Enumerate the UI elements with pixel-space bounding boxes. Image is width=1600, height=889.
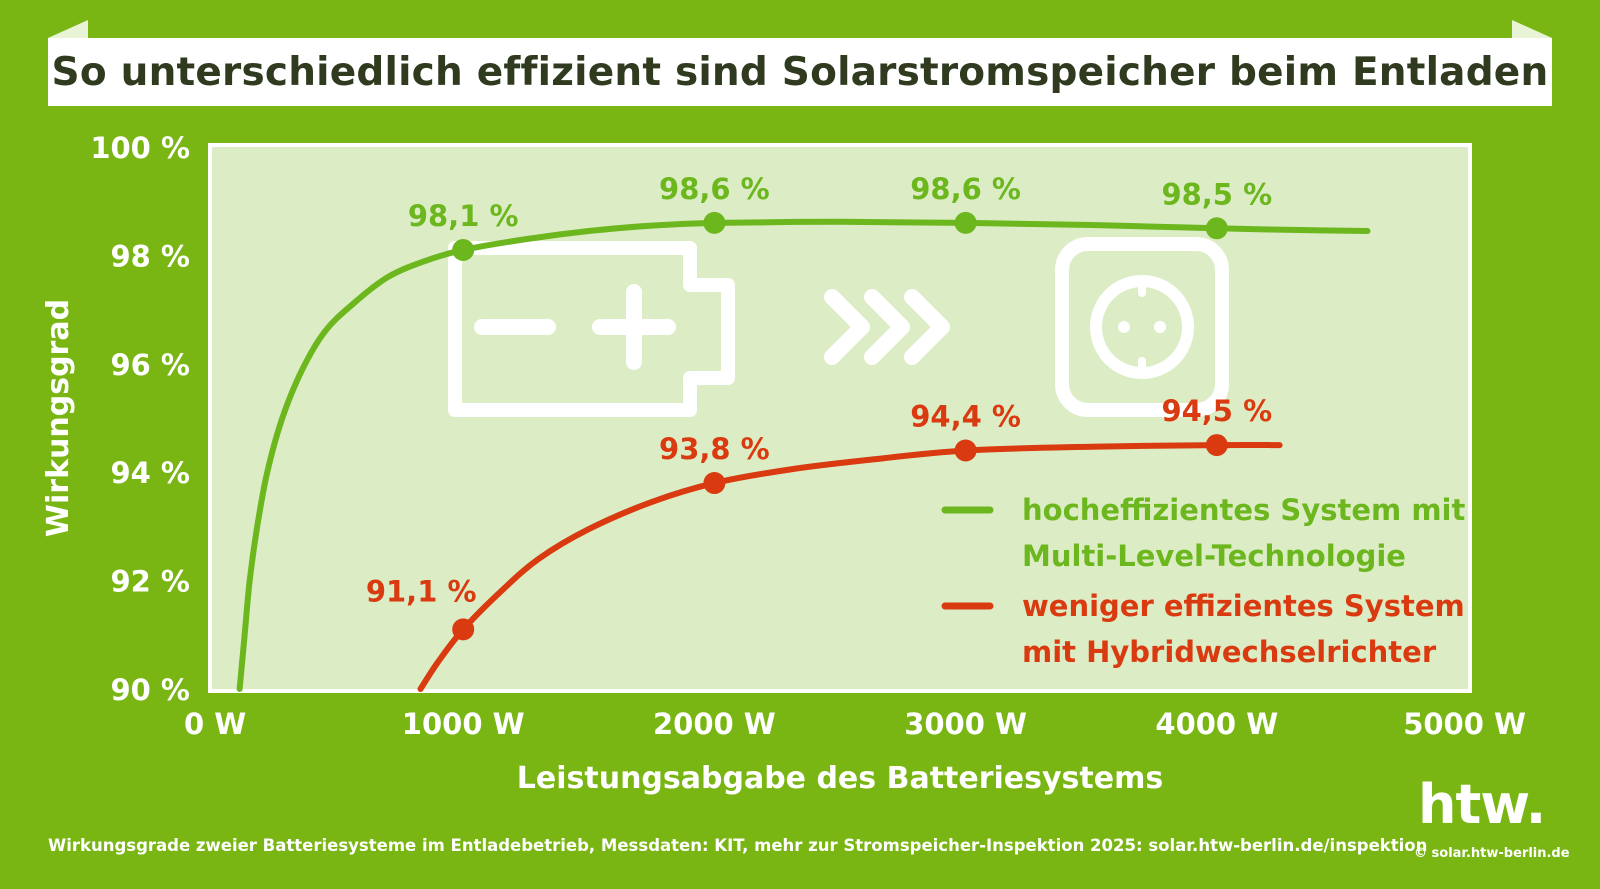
series-line-green bbox=[236, 218, 1371, 692]
illustration bbox=[448, 237, 1229, 417]
data-label-green: 98,6 % bbox=[659, 172, 770, 206]
y-tick-label: 96 % bbox=[110, 348, 190, 382]
data-label-red: 94,4 % bbox=[910, 400, 1021, 434]
credit-text: © solar.htw-berlin.de bbox=[1414, 846, 1570, 861]
series-layer: 98,1 % 98,6 % 98,6 % 98,5 % 91,1 % 93,8 % 94,4… bbox=[236, 172, 1371, 692]
x-axis-label: Leistungsabgabe des Batteriesystems bbox=[517, 761, 1163, 796]
data-label-green: 98,1 % bbox=[408, 199, 519, 233]
y-axis-ticks: 90 % 92 % 94 % 96 % 98 % 100 % bbox=[90, 131, 190, 707]
x-tick-label: 3000 W bbox=[904, 707, 1027, 741]
y-tick-label: 90 % bbox=[110, 673, 190, 707]
data-point-red bbox=[703, 472, 726, 495]
y-tick-label: 94 % bbox=[110, 456, 190, 490]
battery-icon bbox=[448, 241, 735, 417]
y-tick-label: 92 % bbox=[110, 565, 190, 599]
data-point-red bbox=[452, 618, 475, 641]
htw-logo: htw. bbox=[1418, 773, 1546, 836]
title-banner: So unterschiedlich effizient sind Solars… bbox=[48, 20, 1552, 106]
data-point-green bbox=[954, 211, 977, 234]
legend-label-green: Multi-Level-Technologie bbox=[1022, 539, 1406, 573]
y-axis-label: Wirkungsgrad bbox=[41, 299, 76, 537]
data-point-green bbox=[452, 238, 475, 261]
x-tick-label: 2000 W bbox=[653, 707, 776, 741]
data-point-green bbox=[1205, 217, 1228, 240]
data-point-green bbox=[703, 211, 726, 234]
data-point-red bbox=[1205, 434, 1228, 457]
y-tick-label: 98 % bbox=[110, 239, 190, 273]
data-label-red: 91,1 % bbox=[366, 574, 477, 608]
x-tick-label: 1000 W bbox=[402, 707, 525, 741]
data-label-green: 98,5 % bbox=[1161, 177, 1272, 211]
x-axis-ticks: 0 W 1000 W 2000 W 3000 W 4000 W 5000 W bbox=[184, 707, 1526, 741]
chevron-arrows-icon bbox=[824, 289, 950, 365]
power-socket-icon bbox=[1055, 237, 1229, 417]
y-tick-label: 100 % bbox=[90, 131, 190, 165]
legend-label-red: mit Hybridwechselrichter bbox=[1022, 635, 1437, 669]
x-tick-label: 0 W bbox=[184, 707, 246, 741]
data-label-red: 93,8 % bbox=[659, 432, 770, 466]
chart-title: So unterschiedlich effizient sind Solars… bbox=[51, 49, 1549, 95]
plot-area bbox=[208, 143, 1472, 693]
data-label-red: 94,5 % bbox=[1161, 394, 1272, 428]
legend-label-red: weniger effizientes System bbox=[1022, 589, 1465, 623]
footnote: Wirkungsgrade zweier Batteriesysteme im … bbox=[48, 836, 1428, 855]
x-tick-label: 4000 W bbox=[1155, 707, 1278, 741]
data-label-green: 98,6 % bbox=[910, 172, 1021, 206]
legend: hocheffizientes System mit Multi-Level-Te… bbox=[941, 493, 1465, 669]
data-point-red bbox=[954, 439, 977, 462]
legend-label-green: hocheffizientes System mit bbox=[1022, 493, 1465, 527]
x-tick-label: 5000 W bbox=[1403, 707, 1526, 741]
